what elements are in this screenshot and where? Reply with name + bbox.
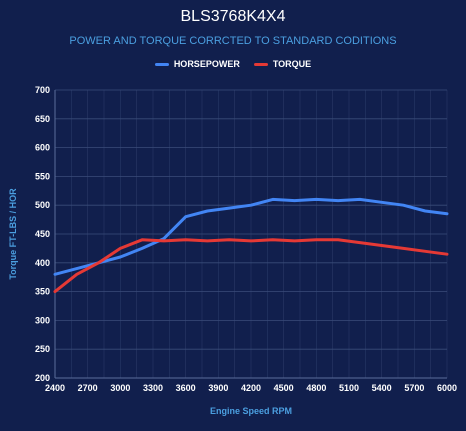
y-tick-label: 400: [35, 258, 50, 268]
legend-item-torque[interactable]: TORQUE: [253, 59, 312, 69]
x-axis-label: Engine Speed RPM: [210, 406, 292, 416]
y-tick-label: 600: [35, 143, 50, 153]
x-tick-label: 5100: [339, 383, 359, 393]
chart-title: BLS3768K4X4: [180, 8, 286, 25]
x-tick-label: 3000: [110, 383, 130, 393]
x-tick-label: 2400: [45, 383, 65, 393]
x-tick-label: 5400: [372, 383, 392, 393]
x-tick-label: 3300: [143, 383, 163, 393]
x-tick-label: 3600: [176, 383, 196, 393]
y-tick-label: 300: [35, 315, 50, 325]
y-tick-label: 550: [35, 171, 50, 181]
y-tick-label: 250: [35, 344, 50, 354]
y-tick-label: 700: [35, 85, 50, 95]
y-tick-label: 450: [35, 229, 50, 239]
chart-legend: HORSEPOWER TORQUE: [0, 59, 466, 69]
chart-subtitle: POWER AND TORQUE CORRCTED TO STANDARD CO…: [69, 35, 397, 47]
legend-label-torque: TORQUE: [272, 59, 312, 69]
y-tick-label: 200: [35, 373, 50, 383]
y-axis-label: Torque FT-LBS / HOR: [8, 188, 18, 280]
x-tick-label: 3900: [208, 383, 228, 393]
x-tick-label: 4800: [306, 383, 326, 393]
grid-layer: [54, 89, 448, 379]
x-tick-label: 6000: [437, 383, 457, 393]
legend-label-horsepower: HORSEPOWER: [173, 59, 240, 69]
x-tick-label: 2700: [78, 383, 98, 393]
x-tick-label: 5700: [404, 383, 424, 393]
series-line-horsepower[interactable]: [53, 197, 449, 276]
x-tick-label: 4500: [274, 383, 294, 393]
x-tick-label: 4200: [241, 383, 261, 393]
tick-layer: 200 250 300 350 400 450 500 550 600 650 700 2400 270…: [35, 85, 457, 393]
y-tick-label: 500: [35, 200, 50, 210]
series-line-torque[interactable]: [53, 238, 449, 294]
legend-swatch-horsepower: [154, 62, 169, 66]
y-tick-label: 350: [35, 287, 50, 297]
legend-swatch-torque: [253, 62, 268, 66]
legend-item-horsepower[interactable]: HORSEPOWER: [154, 59, 240, 69]
series-layer: [53, 197, 449, 294]
y-tick-label: 650: [35, 114, 50, 124]
